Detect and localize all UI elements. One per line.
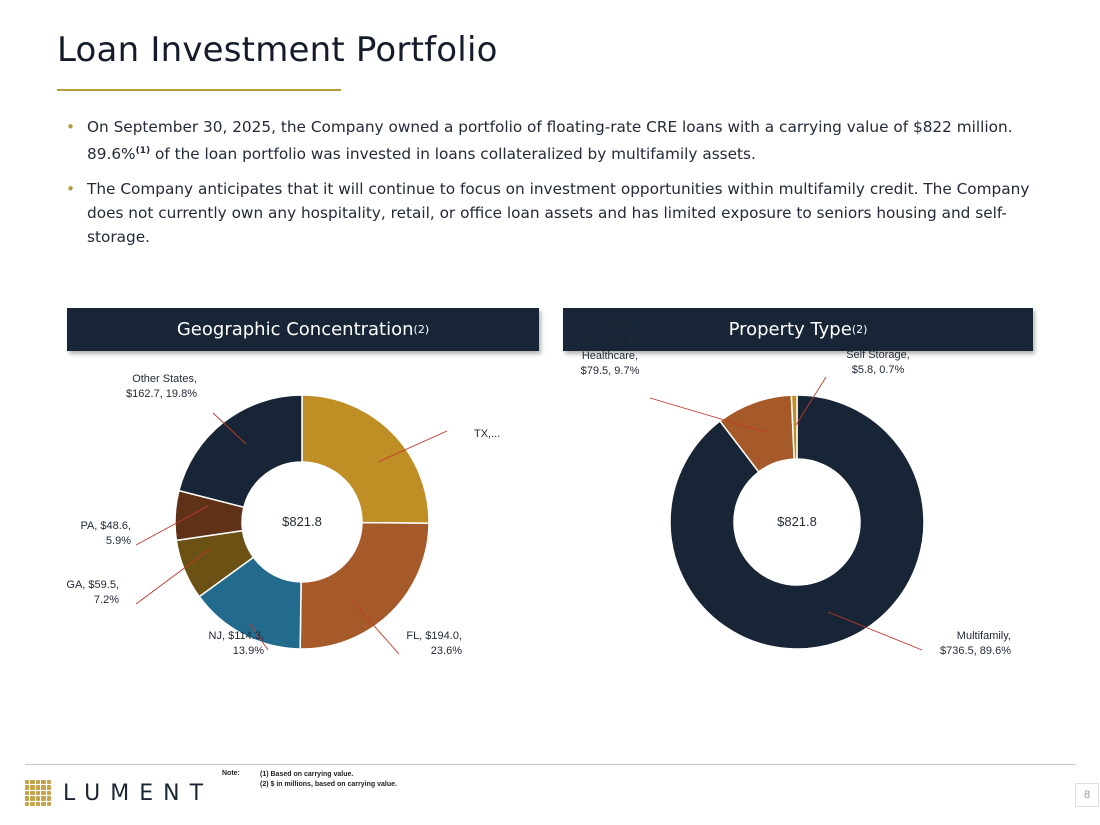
panel-title: Geographic Concentration <box>176 319 414 340</box>
bullet-dot-icon: • <box>66 180 76 199</box>
footnote-ref: (2) <box>851 323 868 336</box>
leader-line-nj <box>249 623 269 651</box>
bullet-text-part: On September 30, 2025, the Company owned… <box>87 118 1013 164</box>
center-total-label: $821.8 <box>282 514 322 529</box>
slice-other-states <box>178 394 303 509</box>
footnote-ref: (1) <box>135 146 151 156</box>
leader-line-self-storage <box>795 376 827 426</box>
center-total-label: $821.8 <box>777 514 817 529</box>
bullet-item: • On September 30, 2025, the Company owne… <box>64 115 1044 166</box>
bullet-text: The Company anticipates that it will con… <box>87 180 1030 247</box>
bullet-list: • On September 30, 2025, the Company owne… <box>64 115 1044 260</box>
data-label-tx: TX,... <box>474 428 500 440</box>
slice-fl <box>299 521 430 650</box>
data-label-pa: PA, $48.6, 5.9% <box>80 520 131 547</box>
data-label-seniors-housing-healthcare: Seniors Housing & Healthcare, $79.5, 9.7% <box>581 320 640 377</box>
leader-line-seniors-housing-healthcare <box>649 397 766 433</box>
slice-tx <box>301 394 430 525</box>
data-label-self-storage: Self Storage, $5.8, 0.7% <box>846 349 910 376</box>
data-label-multifamily: Multifamily, $736.5, 89.6% <box>940 630 1011 657</box>
footnotes: Note: (1) Based on carrying value. (2) $… <box>222 770 397 790</box>
slice-self-storage <box>790 394 798 460</box>
property-type-donut <box>669 394 925 650</box>
leader-line-multifamily <box>827 611 923 651</box>
logo-wordmark: LUMENT <box>63 780 214 806</box>
footer-divider <box>25 764 1076 765</box>
lument-logo: LUMENT <box>25 780 213 806</box>
footnote-line: (2) $ in millions, based on carrying val… <box>260 781 397 788</box>
geographic-concentration-donut <box>174 394 430 650</box>
data-label-nj: NJ, $114.3, 13.9% <box>209 630 265 657</box>
page-title: Loan Investment Portfolio <box>57 30 498 70</box>
bullet-item: • The Company anticipates that it will co… <box>64 177 1044 249</box>
leader-line-tx <box>377 430 448 463</box>
leader-line-other-states <box>212 412 247 445</box>
slice-multifamily <box>669 394 925 650</box>
leader-line-pa <box>135 505 209 546</box>
panel-title: Property Type <box>728 319 852 340</box>
data-label-fl: FL, $194.0, 23.6% <box>406 630 462 657</box>
leader-line-ga <box>135 548 211 605</box>
page-number: 8 <box>1075 783 1099 807</box>
property-type-header: Property Type (2) <box>563 308 1033 351</box>
bullet-text-part: of the loan portfolio was invested in lo… <box>150 145 756 164</box>
leader-line-fl <box>351 600 400 655</box>
note-label: Note: <box>222 770 240 777</box>
geographic-concentration-header: Geographic Concentration (2) <box>67 308 539 351</box>
data-label-ga: GA, $59.5, 7.2% <box>66 579 119 606</box>
footnote-line: (1) Based on carrying value. <box>260 771 354 778</box>
logo-grid-icon <box>25 780 51 806</box>
footnote-ref: (2) <box>413 323 430 336</box>
bullet-dot-icon: • <box>66 118 76 136</box>
data-label-other-states: Other States, $162.7, 19.8% <box>126 373 197 400</box>
title-underline <box>57 89 341 91</box>
